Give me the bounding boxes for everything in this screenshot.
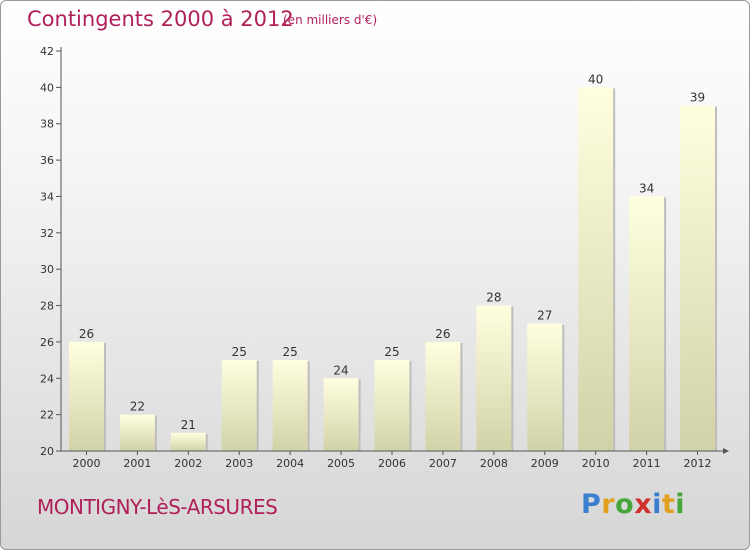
bar (119, 414, 155, 451)
data-label: 34 (639, 181, 654, 195)
x-tick-label: 2011 (633, 457, 661, 470)
bar (476, 305, 512, 451)
x-tick-label: 2004 (276, 457, 304, 470)
bar (272, 360, 308, 451)
data-label: 28 (486, 291, 501, 305)
y-tick-label: 34 (40, 190, 54, 203)
y-tick-label: 28 (40, 300, 54, 313)
chart-title: Contingents 2000 à 2012 (27, 7, 294, 31)
x-tick-label: 2007 (429, 457, 457, 470)
logo-letter: i (675, 489, 686, 520)
x-tick-label: 2003 (225, 457, 253, 470)
x-tick-label: 2001 (123, 457, 151, 470)
x-tick-label: 2005 (327, 457, 355, 470)
y-tick-label: 32 (40, 227, 54, 240)
logo-letter: t (661, 489, 676, 520)
data-label: 25 (283, 345, 298, 359)
y-tick-label: 30 (40, 263, 54, 276)
x-tick-label: 2010 (582, 457, 610, 470)
x-axis-arrow (723, 448, 729, 454)
data-label: 25 (232, 345, 247, 359)
x-tick-label: 2002 (174, 457, 202, 470)
bar (221, 360, 257, 451)
place-name: MONTIGNY-LèS-ARSURES (37, 495, 278, 519)
y-tick-label: 38 (40, 118, 54, 131)
data-label: 24 (333, 363, 348, 377)
y-tick-label: 40 (40, 81, 54, 94)
bar (323, 378, 359, 451)
x-tick-label: 2008 (480, 457, 508, 470)
y-tick-label: 36 (40, 154, 54, 167)
bar (374, 360, 410, 451)
y-tick-label: 26 (40, 336, 54, 349)
data-label: 27 (537, 309, 552, 323)
y-tick-label: 42 (40, 45, 54, 58)
y-tick-label: 24 (40, 372, 54, 385)
data-label: 26 (435, 327, 450, 341)
logo-letter: P (581, 489, 602, 520)
bar (68, 341, 104, 451)
data-label: 21 (181, 418, 196, 432)
proxiti-logo[interactable]: Proxiti (581, 489, 685, 520)
bar (527, 323, 563, 451)
bar (680, 105, 716, 451)
bar (629, 196, 665, 451)
data-label: 39 (690, 91, 705, 105)
logo-letter: r (601, 489, 616, 520)
x-tick-label: 2012 (684, 457, 712, 470)
data-label: 25 (384, 345, 399, 359)
bar (425, 341, 461, 451)
x-tick-label: 2006 (378, 457, 406, 470)
x-tick-label: 2000 (72, 457, 100, 470)
data-label: 26 (79, 327, 94, 341)
x-tick-label: 2009 (531, 457, 559, 470)
bar (578, 87, 614, 451)
data-label: 40 (588, 72, 603, 86)
logo-letter: i (652, 489, 662, 520)
y-tick-label: 20 (40, 445, 54, 458)
chart-subtitle: (en milliers d'€) (283, 13, 378, 27)
logo-letter: o (615, 489, 635, 520)
data-label: 22 (130, 400, 145, 414)
y-tick-label: 22 (40, 409, 54, 422)
logo-letter: x (634, 489, 653, 520)
bar (170, 432, 206, 451)
